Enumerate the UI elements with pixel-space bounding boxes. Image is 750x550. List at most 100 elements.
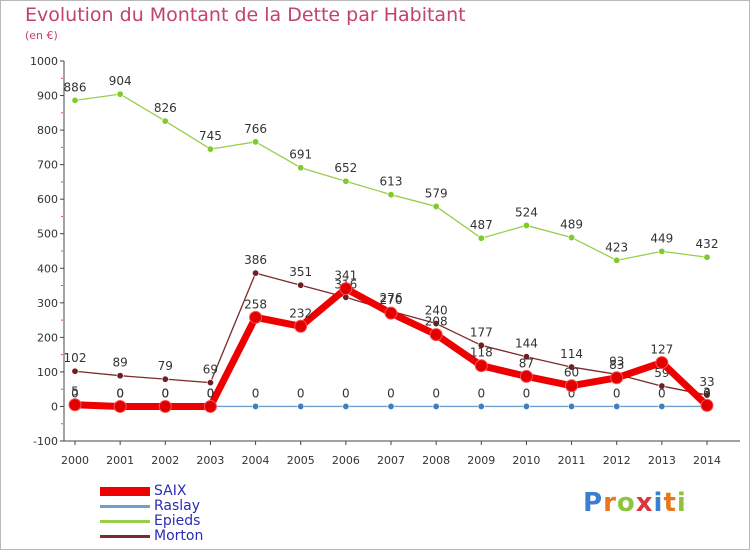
data-label-saix: 3 — [703, 385, 711, 399]
legend-label-morton: Morton — [154, 528, 204, 544]
data-label-saix: 0 — [161, 386, 169, 400]
data-label-epieds: 489 — [560, 218, 583, 232]
series-point-saix — [610, 371, 624, 385]
data-label-raslay: 0 — [658, 386, 666, 400]
data-label-raslay: 0 — [387, 386, 395, 400]
series-point-raslay — [477, 402, 485, 410]
series-point-epieds — [342, 177, 350, 185]
series-point-raslay — [252, 402, 260, 410]
data-label-morton: 33 — [699, 375, 714, 389]
data-label-saix: 270 — [380, 293, 403, 307]
y-tick-label: -100 — [33, 435, 58, 448]
y-tick-label: 700 — [37, 159, 58, 172]
x-tick-label: 2009 — [467, 454, 495, 467]
x-tick-label: 2004 — [242, 454, 270, 467]
data-label-morton: 386 — [244, 253, 267, 267]
data-label-epieds: 691 — [289, 148, 312, 162]
data-label-morton: 93 — [609, 354, 624, 368]
series-point-epieds — [432, 202, 440, 210]
series-point-epieds — [252, 138, 260, 146]
series-point-morton — [522, 353, 530, 361]
data-label-epieds: 826 — [154, 101, 177, 115]
logo-letter: r — [603, 488, 617, 518]
chart-unit: (en €) — [25, 29, 58, 42]
series-point-saix — [429, 328, 443, 342]
series-point-epieds — [116, 90, 124, 98]
series-point-saix — [339, 282, 353, 296]
logo-letter: i — [653, 488, 664, 518]
series-point-raslay — [342, 402, 350, 410]
series-point-saix — [294, 319, 308, 333]
x-tick-label: 2000 — [61, 454, 89, 467]
legend-label-raslay: Raslay — [154, 498, 201, 514]
series-point-raslay — [387, 402, 395, 410]
x-tick-label: 2014 — [693, 454, 721, 467]
data-label-epieds: 449 — [650, 231, 673, 245]
data-label-morton: 144 — [515, 337, 538, 351]
series-point-raslay — [522, 402, 530, 410]
series-point-epieds — [522, 221, 530, 229]
series-point-saix — [249, 310, 263, 324]
series-point-morton — [477, 341, 485, 349]
x-tick-label: 2010 — [512, 454, 540, 467]
series-point-morton — [252, 269, 260, 277]
series-point-epieds — [613, 256, 621, 264]
legend-item-raslay: Raslay — [100, 498, 240, 514]
series-point-morton — [297, 281, 305, 289]
x-tick-label: 2008 — [422, 454, 450, 467]
logo-letter: x — [635, 488, 654, 518]
y-tick-label: 100 — [37, 366, 58, 379]
data-label-epieds: 423 — [605, 240, 628, 254]
data-label-morton: 240 — [425, 304, 448, 318]
data-label-raslay: 0 — [613, 386, 621, 400]
data-label-raslay: 0 — [703, 386, 711, 400]
data-label-raslay: 0 — [116, 386, 124, 400]
x-tick-label: 2002 — [151, 454, 179, 467]
y-tick-label: 200 — [37, 331, 58, 344]
series-point-epieds — [703, 253, 711, 261]
data-label-morton: 114 — [560, 347, 583, 361]
series-point-morton — [658, 382, 666, 390]
x-tick-label: 2011 — [558, 454, 586, 467]
data-label-epieds: 886 — [64, 80, 87, 94]
data-label-raslay: 0 — [432, 386, 440, 400]
x-tick-label: 2003 — [196, 454, 224, 467]
y-tick-label: 0 — [51, 400, 58, 413]
series-point-raslay — [432, 402, 440, 410]
legend-item-saix: SAIX — [100, 483, 240, 499]
data-label-morton: 79 — [158, 359, 173, 373]
data-label-epieds: 487 — [470, 218, 493, 232]
series-point-epieds — [387, 191, 395, 199]
series-point-saix — [519, 369, 533, 383]
series-point-epieds — [71, 96, 79, 104]
data-label-epieds: 745 — [199, 129, 222, 143]
x-tick-label: 2012 — [603, 454, 631, 467]
legend-swatch-epieds — [100, 520, 150, 523]
data-label-raslay: 0 — [252, 386, 260, 400]
data-label-raslay: 0 — [568, 386, 576, 400]
legend-label-saix: SAIX — [154, 483, 187, 499]
proxiti-logo: Proxiti — [583, 488, 687, 518]
y-tick-label: 600 — [37, 193, 58, 206]
data-label-saix: 127 — [650, 343, 673, 357]
series-point-epieds — [161, 117, 169, 125]
series-point-morton — [206, 379, 214, 387]
data-label-morton: 276 — [380, 291, 403, 305]
x-tick-label: 2006 — [332, 454, 360, 467]
data-label-epieds: 613 — [380, 175, 403, 189]
data-label-morton: 102 — [64, 351, 87, 365]
series-point-saix — [113, 399, 127, 413]
series-point-saix — [700, 398, 714, 412]
data-label-raslay: 0 — [161, 386, 169, 400]
data-label-epieds: 652 — [334, 161, 357, 175]
series-point-saix — [565, 379, 579, 393]
legend-label-epieds: Epieds — [154, 513, 201, 529]
series-point-saix — [158, 399, 172, 413]
data-label-epieds: 766 — [244, 122, 267, 136]
series-point-epieds — [658, 247, 666, 255]
data-label-morton: 69 — [203, 363, 218, 377]
series-point-epieds — [477, 234, 485, 242]
series-point-morton — [703, 391, 711, 399]
y-tick-label: 400 — [37, 262, 58, 275]
